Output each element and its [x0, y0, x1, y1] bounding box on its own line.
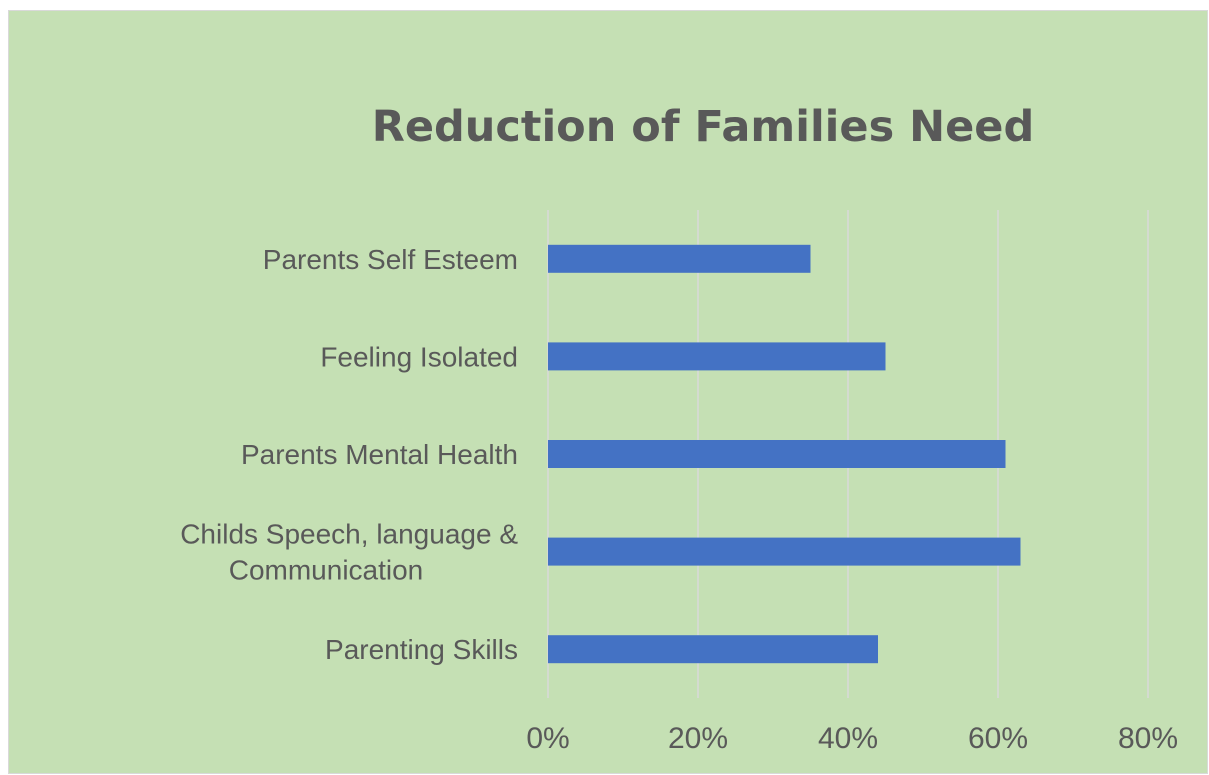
category-labels: Parenting Skills Childs Speech, language …	[180, 244, 518, 665]
category-label: Parents Self Esteem	[263, 244, 518, 275]
x-tick-label: 40%	[818, 722, 878, 755]
x-tick-label: 60%	[968, 722, 1028, 755]
x-tick-label: 20%	[668, 722, 728, 755]
x-tick-label: 0%	[526, 722, 569, 755]
bar	[548, 440, 1006, 468]
category-label: Parenting Skills	[325, 634, 518, 665]
bar	[548, 244, 811, 273]
bar	[548, 537, 1021, 566]
category-label: Childs Speech, language & Communication	[180, 519, 518, 586]
x-tick-label: 80%	[1118, 722, 1178, 755]
chart-title: Reduction of Families Need	[372, 102, 1035, 152]
bar	[548, 635, 878, 664]
category-label: Parents Mental Health	[241, 439, 518, 470]
bar	[548, 342, 886, 371]
category-label: Feeling Isolated	[320, 341, 518, 372]
bars	[548, 244, 1021, 664]
x-axis-tick-labels: 0% 20% 40% 60% 80%	[526, 722, 1178, 755]
